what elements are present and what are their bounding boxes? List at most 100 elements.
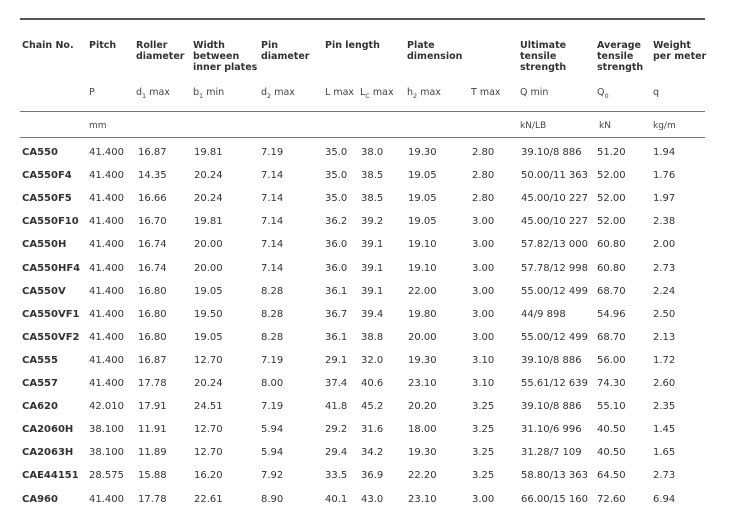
symbol-sub: 0 bbox=[604, 91, 609, 100]
header-line: per meter bbox=[653, 51, 707, 62]
symbol-sub: C bbox=[365, 91, 370, 100]
cell-weight: 2.50 bbox=[653, 308, 676, 320]
col-header-width-inner-plates: Width between inner plates bbox=[193, 40, 257, 73]
cell-pin-diameter: 5.94 bbox=[261, 447, 284, 459]
header-line: Weight bbox=[653, 40, 691, 51]
cell-pitch: 28.575 bbox=[89, 470, 124, 482]
cell-ultimate-tensile: 45.00/10 227 bbox=[521, 193, 588, 205]
header-line: Average bbox=[597, 40, 641, 51]
header-line: Plate bbox=[407, 40, 435, 51]
col-header-pin-length: Pin length bbox=[325, 40, 380, 51]
cell-plate-h2: 19.80 bbox=[408, 308, 437, 320]
cell-ultimate-tensile: 45.00/10 227 bbox=[521, 216, 588, 228]
cell-pin-length-lc: 38.8 bbox=[361, 331, 384, 343]
cell-width-inner: 24.51 bbox=[194, 401, 223, 413]
cell-plate-h2: 23.10 bbox=[408, 493, 437, 505]
cell-t-max: 3.00 bbox=[472, 308, 495, 320]
cell-width-inner: 12.70 bbox=[194, 424, 223, 436]
cell-pin-length-lc: 40.6 bbox=[361, 378, 384, 389]
col-header-pin-diameter: Pin diameter bbox=[261, 40, 309, 62]
unit-row-rule bbox=[20, 137, 705, 138]
cell-pin-length-lc: 38.5 bbox=[361, 193, 384, 205]
header-line: Pin bbox=[261, 40, 278, 51]
cell-plate-h2: 19.10 bbox=[408, 239, 437, 251]
cell-pin-diameter: 8.28 bbox=[261, 331, 284, 343]
cell-chain-no: CA550VF1 bbox=[22, 308, 80, 320]
cell-weight: 2.38 bbox=[653, 216, 676, 228]
cell-ultimate-tensile: 55.00/12 499 bbox=[521, 331, 588, 343]
cell-plate-h2: 19.30 bbox=[408, 447, 437, 459]
cell-chain-no: CA2063H bbox=[22, 447, 74, 459]
cell-t-max: 3.10 bbox=[472, 354, 495, 366]
cell-pin-length-l: 37.4 bbox=[325, 378, 348, 389]
header-line: inner plates bbox=[193, 62, 258, 73]
cell-pin-diameter: 8.28 bbox=[261, 285, 284, 297]
symbol-base: h bbox=[407, 87, 414, 98]
cell-average-tensile: 74.30 bbox=[597, 378, 626, 389]
cell-plate-h2: 18.00 bbox=[408, 424, 437, 436]
cell-ultimate-tensile: 66.00/15 160 bbox=[521, 493, 588, 505]
cell-width-inner: 20.00 bbox=[194, 262, 223, 274]
cell-ultimate-tensile: 58.80/13 363 bbox=[521, 470, 588, 482]
cell-roller-diameter: 16.66 bbox=[138, 193, 167, 205]
cell-t-max: 3.00 bbox=[472, 239, 495, 251]
cell-width-inner: 19.50 bbox=[194, 308, 223, 320]
cell-average-tensile: 64.50 bbox=[597, 470, 626, 482]
cell-roller-diameter: 17.78 bbox=[138, 493, 167, 505]
header-line: dimension bbox=[407, 51, 463, 62]
cell-chain-no: CA2060H bbox=[22, 424, 74, 436]
cell-width-inner: 19.05 bbox=[194, 285, 223, 297]
cell-ultimate-tensile: 55.00/12 499 bbox=[521, 285, 588, 297]
symbol-base: Q bbox=[597, 87, 605, 98]
cell-t-max: 2.80 bbox=[472, 170, 495, 182]
symbol-plate-h2: h2 max bbox=[407, 87, 441, 100]
cell-pin-diameter: 7.19 bbox=[261, 401, 284, 413]
cell-ultimate-tensile: 31.10/6 996 bbox=[521, 424, 582, 436]
header-line: Ultimate bbox=[520, 40, 567, 51]
cell-average-tensile: 54.96 bbox=[597, 308, 626, 320]
cell-pin-length-l: 36.0 bbox=[325, 239, 348, 251]
header-line: diameter bbox=[261, 51, 310, 62]
cell-roller-diameter: 16.87 bbox=[138, 354, 167, 366]
cell-ultimate-tensile: 55.61/12 639 bbox=[521, 378, 588, 389]
cell-t-max: 3.00 bbox=[472, 216, 495, 228]
cell-average-tensile: 55.10 bbox=[597, 401, 626, 413]
cell-pitch: 41.400 bbox=[89, 378, 124, 389]
cell-pin-length-l: 36.7 bbox=[325, 308, 348, 320]
cell-roller-diameter: 11.89 bbox=[138, 447, 167, 459]
cell-t-max: 3.00 bbox=[472, 331, 495, 343]
symbol-q0: Q0 bbox=[597, 87, 609, 100]
cell-ultimate-tensile: 39.10/8 886 bbox=[521, 354, 582, 366]
cell-pin-diameter: 7.14 bbox=[261, 216, 284, 228]
cell-plate-h2: 19.30 bbox=[408, 147, 437, 158]
symbol-sub: 1 bbox=[142, 91, 147, 100]
cell-chain-no: CA550V bbox=[22, 285, 66, 297]
cell-pin-length-lc: 36.9 bbox=[361, 470, 384, 482]
cell-chain-no: CA550VF2 bbox=[22, 331, 80, 343]
cell-weight: 1.65 bbox=[653, 447, 676, 459]
cell-width-inner: 19.81 bbox=[194, 147, 223, 158]
cell-pin-length-lc: 31.6 bbox=[361, 424, 384, 436]
symbol-base: L bbox=[360, 87, 366, 98]
cell-pin-length-l: 36.2 bbox=[325, 216, 348, 228]
cell-average-tensile: 60.80 bbox=[597, 262, 626, 274]
cell-ultimate-tensile: 50.00/11 363 bbox=[521, 170, 588, 182]
cell-pin-length-lc: 32.0 bbox=[361, 354, 384, 366]
cell-width-inner: 20.24 bbox=[194, 170, 223, 182]
cell-width-inner: 20.00 bbox=[194, 239, 223, 251]
cell-pin-length-l: 36.1 bbox=[325, 331, 348, 343]
symbol-sub: 2 bbox=[267, 91, 272, 100]
cell-pin-length-l: 29.1 bbox=[325, 354, 348, 366]
cell-average-tensile: 60.80 bbox=[597, 239, 626, 251]
cell-t-max: 3.00 bbox=[472, 262, 495, 274]
symbol-sub: 2 bbox=[413, 91, 418, 100]
cell-roller-diameter: 16.80 bbox=[138, 285, 167, 297]
cell-plate-h2: 19.05 bbox=[408, 170, 437, 182]
cell-plate-h2: 22.20 bbox=[408, 470, 437, 482]
cell-average-tensile: 72.60 bbox=[597, 493, 626, 505]
cell-pin-diameter: 7.19 bbox=[261, 147, 284, 158]
symbol-width-b1: b1 min bbox=[193, 87, 224, 100]
cell-pin-length-l: 29.2 bbox=[325, 424, 348, 436]
cell-plate-h2: 19.10 bbox=[408, 262, 437, 274]
symbol-row-rule bbox=[20, 111, 705, 112]
